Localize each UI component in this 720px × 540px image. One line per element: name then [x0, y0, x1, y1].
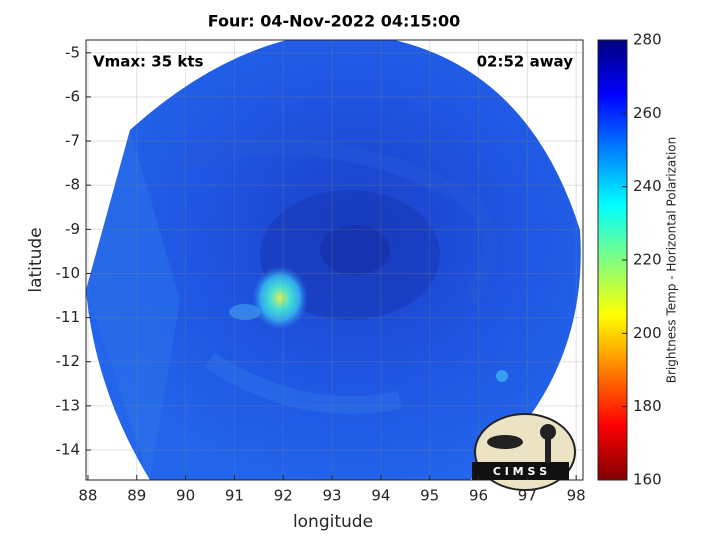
x-tick-label: 97 — [518, 487, 537, 505]
y-tick-label: -7 — [65, 132, 80, 150]
y-tick-label: -14 — [56, 440, 81, 458]
logo-text: C I M S S — [493, 465, 547, 478]
y-tick-label: -12 — [56, 352, 81, 370]
colorbar-tick-label: 240 — [633, 177, 662, 195]
x-tick-label: 89 — [127, 487, 146, 505]
x-tick-label: 93 — [323, 487, 342, 505]
rain-band — [177, 138, 498, 305]
plot-frame — [85, 39, 584, 481]
swath-edge — [86, 130, 180, 480]
colorbar-tick-label: 200 — [633, 324, 662, 342]
y-tick-label: -5 — [65, 43, 80, 61]
storm-eye — [320, 225, 390, 275]
convection — [496, 370, 508, 382]
convection — [252, 266, 308, 330]
y-tick-label: -9 — [65, 220, 80, 238]
colorbar-tick-label: 220 — [633, 251, 662, 269]
colorbar-tick-label: 160 — [633, 471, 662, 489]
y-tick-label: -11 — [56, 308, 81, 326]
convection — [229, 304, 261, 320]
x-tick-label: 96 — [469, 487, 488, 505]
y-tick-label: -10 — [56, 264, 81, 282]
rain-band — [205, 352, 402, 414]
x-axis-label: longitude — [293, 512, 373, 532]
x-tick-label: 91 — [225, 487, 244, 505]
colorbar-label: Brightness Temp - Horizontal Polarizatio… — [665, 137, 679, 384]
grid — [86, 40, 583, 480]
chart-title: Four: 04-Nov-2022 04:15:00 — [208, 12, 461, 31]
x-tick-label: 90 — [176, 487, 195, 505]
annotation: Vmax: 35 kts — [93, 53, 203, 71]
x-tick-label: 95 — [420, 487, 439, 505]
y-tick-label: -8 — [65, 176, 80, 194]
x-tick-label: 88 — [78, 487, 97, 505]
logo: C I M S S — [472, 413, 576, 491]
y-axis-label: latitude — [26, 227, 46, 292]
x-tick-label: 94 — [371, 487, 390, 505]
colorbar-tick-label: 260 — [633, 104, 662, 122]
colorbar-tick-label: 180 — [633, 397, 662, 415]
y-tick-label: -13 — [56, 396, 81, 414]
colorbar-tick-label: 280 — [633, 31, 662, 49]
x-tick-label: 92 — [274, 487, 293, 505]
y-tick-label: -6 — [65, 87, 80, 105]
annotation: 02:52 away — [477, 53, 574, 71]
satellite-swath — [86, 40, 581, 480]
x-tick-label: 98 — [567, 487, 586, 505]
